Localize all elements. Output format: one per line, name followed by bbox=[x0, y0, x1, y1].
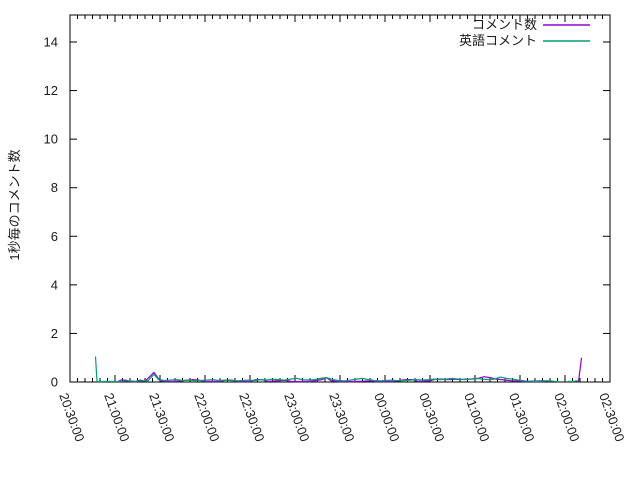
data-series bbox=[94, 356, 583, 383]
x-tick-label: 02:00:00 bbox=[551, 391, 582, 444]
series-line-0 bbox=[577, 357, 583, 382]
series-line-1 bbox=[567, 380, 579, 383]
legend: コメント数 英語コメント bbox=[459, 17, 590, 48]
legend-label-comments: コメント数 bbox=[472, 17, 537, 32]
y-tick-label: 14 bbox=[44, 35, 58, 50]
legend-label-english-comments: 英語コメント bbox=[459, 33, 537, 48]
y-tick-label: 6 bbox=[51, 229, 58, 244]
y-tick-label: 10 bbox=[44, 132, 58, 147]
series-line-1 bbox=[94, 356, 560, 383]
x-tick-label: 20:30:00 bbox=[56, 391, 87, 444]
x-tick-label: 01:30:00 bbox=[506, 391, 537, 444]
x-tick-label: 23:00:00 bbox=[281, 391, 312, 444]
axis-ticks bbox=[69, 15, 611, 383]
x-tick-label: 23:30:00 bbox=[326, 391, 357, 444]
x-tick-label: 21:30:00 bbox=[146, 391, 177, 444]
plot-border bbox=[69, 14, 611, 383]
x-tick-label: 02:30:00 bbox=[596, 391, 627, 444]
y-tick-label: 0 bbox=[51, 375, 58, 390]
y-tick-label: 8 bbox=[51, 180, 58, 195]
y-axis-title: 1秒毎のコメント数 bbox=[7, 149, 22, 260]
x-tick-label: 01:00:00 bbox=[461, 391, 492, 444]
x-tick-label: 00:00:00 bbox=[371, 391, 402, 444]
x-tick-label: 21:00:00 bbox=[101, 391, 132, 444]
y-tick-label: 12 bbox=[44, 83, 58, 98]
y-tick-label: 4 bbox=[51, 277, 58, 292]
x-tick-label: 22:00:00 bbox=[191, 391, 222, 444]
x-tick-label: 22:30:00 bbox=[236, 391, 267, 444]
x-tick-label: 00:30:00 bbox=[416, 391, 447, 444]
y-tick-label: 2 bbox=[51, 326, 58, 341]
